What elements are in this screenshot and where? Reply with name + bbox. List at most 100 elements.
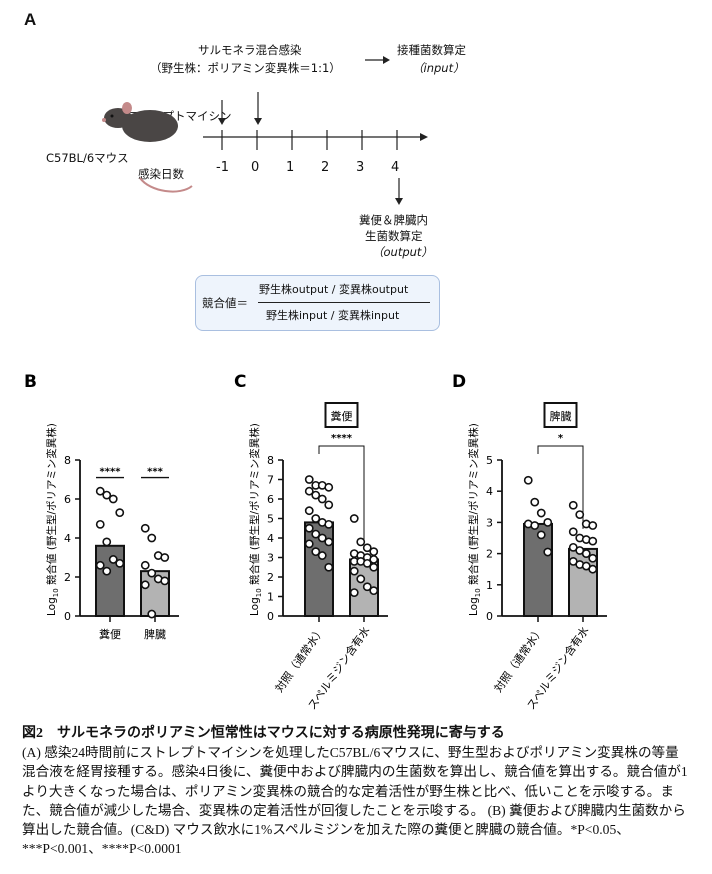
data-point xyxy=(95,486,105,496)
title-box xyxy=(543,402,578,428)
y-tick-label: 3 xyxy=(486,516,493,529)
output-sub: （output） xyxy=(372,245,433,259)
mouse-strain-label: C57BL/6マウス xyxy=(46,151,129,165)
data-point xyxy=(575,510,585,519)
data-point xyxy=(311,529,321,539)
data-point xyxy=(311,547,321,557)
data-point xyxy=(317,494,327,504)
timeline-axis xyxy=(203,130,428,150)
title-box xyxy=(324,402,359,428)
y-tick-label: 4 xyxy=(267,532,274,545)
infection-ratio: （野生株：ポリアミン変異株＝1:1） xyxy=(150,61,341,75)
data-point xyxy=(160,553,170,562)
input-title: 接種菌数算定 xyxy=(397,43,466,57)
significance-stars: * xyxy=(558,433,564,444)
arrow-to-output xyxy=(395,178,403,205)
data-point xyxy=(140,580,150,590)
y-axis-label: Log10 競合値 (野生型/ポリアミン変異株) xyxy=(248,423,263,616)
data-point xyxy=(147,533,157,543)
data-point xyxy=(102,537,112,547)
day-tick-label: 3 xyxy=(356,160,365,175)
data-point xyxy=(140,560,150,570)
data-point xyxy=(160,576,170,586)
y-tick-label: 3 xyxy=(267,552,274,565)
data-point xyxy=(108,555,118,564)
y-tick-label: 5 xyxy=(486,454,493,467)
formula-denominator: 野生株input / 変異株input xyxy=(266,309,400,322)
data-point xyxy=(588,553,598,563)
y-tick-label: 2 xyxy=(64,571,71,584)
y-tick-label: 0 xyxy=(486,610,493,623)
caption-body: (A) 感染24時間前にストレプトマイシンを処理したC57BL/6マウスに、野生… xyxy=(22,745,688,857)
data-point xyxy=(543,547,553,557)
x-tick-label: 糞便 xyxy=(99,627,121,641)
significance-stars: **** xyxy=(100,467,122,478)
data-point xyxy=(140,523,150,533)
output-line1: 糞便＆脾臓内 xyxy=(359,213,428,227)
y-tick-label: 2 xyxy=(486,548,493,561)
data-point xyxy=(523,475,533,485)
data-point xyxy=(102,566,112,576)
y-tick-label: 2 xyxy=(267,571,274,584)
significance-stars: **** xyxy=(331,433,353,444)
data-point xyxy=(115,508,125,518)
data-point xyxy=(304,506,314,516)
chart-title: 脾臓 xyxy=(550,409,572,423)
data-point xyxy=(108,494,118,504)
data-point xyxy=(362,543,372,553)
data-point xyxy=(324,562,334,572)
output-line2: 生菌数算定 xyxy=(365,229,423,243)
timeline-diagram xyxy=(102,56,428,205)
data-point xyxy=(349,588,359,597)
y-tick-label: 4 xyxy=(64,532,71,545)
days-label: 感染日数 xyxy=(138,167,184,181)
day-tick-label: 1 xyxy=(286,160,295,175)
data-point xyxy=(324,519,334,529)
y-tick-label: 6 xyxy=(64,493,71,506)
y-tick-label: 5 xyxy=(267,513,274,526)
significance-bracket xyxy=(318,445,365,540)
arrow-infection xyxy=(254,92,262,125)
data-point xyxy=(102,490,112,500)
data-point xyxy=(356,537,366,547)
data-point xyxy=(369,562,379,572)
data-point xyxy=(317,533,327,543)
significance-bracket xyxy=(537,445,584,529)
y-axis-label: Log10 競合値 (野生型/ポリアミン変異株) xyxy=(467,423,482,616)
data-point xyxy=(536,508,546,518)
y-tick-label: 8 xyxy=(267,454,274,467)
day-tick-label: 2 xyxy=(321,160,330,175)
y-tick-label: 6 xyxy=(267,493,274,506)
data-point xyxy=(530,521,540,530)
data-point xyxy=(362,582,372,592)
arrow-to-input xyxy=(365,56,390,64)
competitive-index-formula: 競合値＝ 野生株output / 変異株output 野生株input / 変異… xyxy=(195,275,440,331)
data-point xyxy=(95,560,105,570)
y-tick-label: 8 xyxy=(64,454,71,467)
data-point xyxy=(362,558,372,568)
day-tick-label: -1 xyxy=(216,160,229,175)
fraction-bar xyxy=(258,302,430,303)
data-point xyxy=(568,527,578,537)
significance-stars: *** xyxy=(147,467,163,478)
data-point xyxy=(356,574,366,584)
panel-label: C xyxy=(234,372,246,392)
data-point xyxy=(317,551,327,560)
y-tick-label: 0 xyxy=(267,610,274,623)
y-tick-label: 1 xyxy=(267,591,274,604)
bar-1 xyxy=(95,544,125,617)
formula-lhs: 競合値＝ xyxy=(202,296,248,310)
data-point xyxy=(304,475,314,484)
mouse-illustration xyxy=(102,102,193,193)
figure-caption: 図2 サルモネラのポリアミン恒常性はマウスに対する病原性発現に寄与する (A) … xyxy=(22,724,692,858)
data-point xyxy=(530,497,540,507)
data-point xyxy=(311,514,321,523)
arrow-streptomycin xyxy=(218,100,226,125)
day-tick-label: 4 xyxy=(391,160,400,175)
data-point xyxy=(311,490,321,500)
data-point xyxy=(349,514,359,523)
chart-B: B 0 2 4 6 8 Log10 競合値 (野生型/ポリアミン変異株) 糞便 **** 脾臓 **… xyxy=(24,372,179,641)
panel-label: B xyxy=(24,372,37,392)
